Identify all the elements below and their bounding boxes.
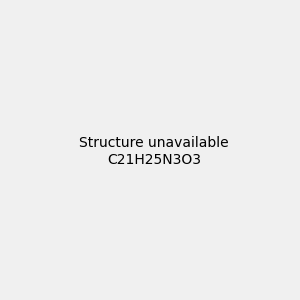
Text: Structure unavailable
C21H25N3O3: Structure unavailable C21H25N3O3	[79, 136, 229, 166]
